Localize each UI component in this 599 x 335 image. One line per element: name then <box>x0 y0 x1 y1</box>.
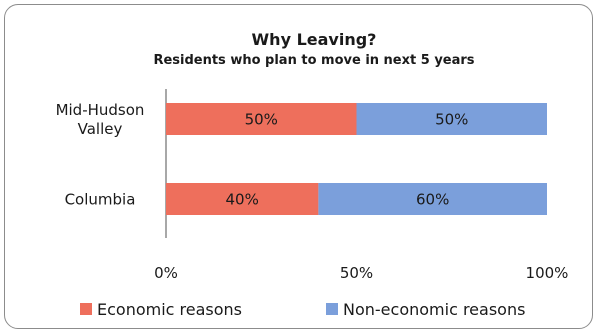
chart-subtitle: Residents who plan to move in next 5 yea… <box>153 53 474 68</box>
x-tick-label: 100% <box>526 264 569 282</box>
x-tick-label: 0% <box>154 264 178 282</box>
chart-title: Why Leaving? <box>252 30 377 49</box>
legend-label: Economic reasons <box>97 300 242 319</box>
legend-swatch <box>80 303 92 315</box>
category-label: Mid-Hudson Valley <box>56 101 145 138</box>
bar-segment <box>166 103 357 135</box>
x-tick-label: 50% <box>340 264 373 282</box>
legend-label: Non-economic reasons <box>343 300 525 319</box>
bar-segment <box>318 183 547 215</box>
x-tick-labels: 0% 50% 100% <box>154 264 568 282</box>
data-label: 50% <box>435 111 468 129</box>
data-label: 40% <box>226 191 259 209</box>
category-label: Columbia <box>65 191 136 209</box>
category-labels: Mid-Hudson Valley Columbia <box>56 101 145 209</box>
data-label: 60% <box>416 191 449 209</box>
data-label: 50% <box>245 111 278 129</box>
bars-group: 50% 50% 40% 60% <box>166 103 547 215</box>
bar-segment <box>166 183 319 215</box>
legend: Economic reasons Non-economic reasons <box>80 300 525 319</box>
chart-frame <box>4 4 593 329</box>
bar-segment <box>356 103 547 135</box>
legend-swatch <box>326 303 338 315</box>
